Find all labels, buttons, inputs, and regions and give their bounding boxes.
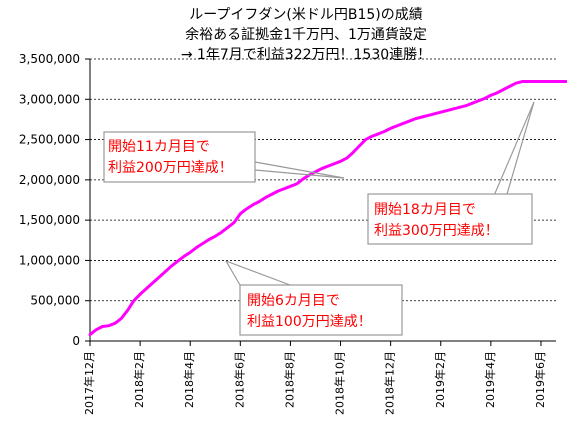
chart-title: ループイフダン(米ドル円B15)の成績 余裕ある証拠金1千万円、1万通貨設定 →… <box>181 7 431 63</box>
x-tick-label-3: 2018年6月 <box>232 351 246 408</box>
y-tick-label-4: 2,000,000 <box>19 173 80 187</box>
x-tick-label-5: 2018年10月 <box>333 351 347 415</box>
callout-2-line-2: 利益300万円達成！ <box>374 223 499 239</box>
callout-3-leader <box>225 260 291 286</box>
y-tick-label-6: 3,000,000 <box>19 92 80 106</box>
y-axis-ticks: 0 500,000 1,000,000 1,500,000 2,000,000 2,500… <box>19 52 90 348</box>
callout-3-line-1: 開始6カ月目で <box>247 293 340 309</box>
callout-1-line-2: 利益200万円達成！ <box>108 160 233 176</box>
callout-2-leader-2 <box>506 101 535 195</box>
x-tick-label-2: 2018年4月 <box>182 351 196 408</box>
chart-title-line-1: ループイフダン(米ドル円B15)の成績 <box>189 7 423 23</box>
y-tick-label-5: 2,500,000 <box>19 133 80 147</box>
y-tick-label-7: 3,500,000 <box>19 52 80 66</box>
series-line-0 <box>88 80 567 337</box>
callout-1: 開始11カ月目で 利益200万円達成！ <box>103 131 345 183</box>
x-tick-label-4: 2018年8月 <box>282 351 296 408</box>
x-tick-label-8: 2019年4月 <box>483 351 497 408</box>
x-tick-label-1: 2018年2月 <box>132 351 146 408</box>
callout-1-line-1: 開始11カ月目で <box>108 139 210 155</box>
callout-2-line-1: 開始18カ月目で <box>374 202 476 218</box>
callout-2: 開始18カ月目で 利益300万円達成！ <box>367 101 535 245</box>
x-axis-ticks: 2017年12月 2018年2月 2018年4月 2018年6月 2018年8月 2018… <box>82 341 547 415</box>
series-layer <box>88 80 567 337</box>
callout-3-box <box>239 284 403 336</box>
x-tick-label-0: 2017年12月 <box>82 351 96 415</box>
callout-3-line-2: 利益100万円達成！ <box>247 314 372 330</box>
chart-title-line-2: 余裕ある証拠金1千万円、1万通貨設定 <box>185 26 427 43</box>
x-tick-label-7: 2019年2月 <box>433 351 447 408</box>
callout-1-leader <box>254 161 345 179</box>
y-tick-label-0: 0 <box>72 334 80 348</box>
x-tick-label-9: 2019年6月 <box>533 351 547 408</box>
y-tick-label-2: 1,000,000 <box>19 253 80 267</box>
callout-1-leader-2 <box>254 169 345 179</box>
callout-3-leader-2 <box>225 260 241 286</box>
callout-1-box <box>103 131 256 183</box>
axes <box>89 59 556 342</box>
callout-3: 開始6カ月目で 利益100万円達成！ <box>225 260 403 336</box>
y-tick-label-3: 1,500,000 <box>19 213 80 227</box>
x-tick-label-6: 2018年12月 <box>383 351 397 415</box>
y-tick-label-1: 500,000 <box>30 294 80 308</box>
callout-2-box <box>367 193 533 245</box>
chart-title-line-3: → 1年7月で利益322万円！1530連勝！ <box>181 47 431 63</box>
